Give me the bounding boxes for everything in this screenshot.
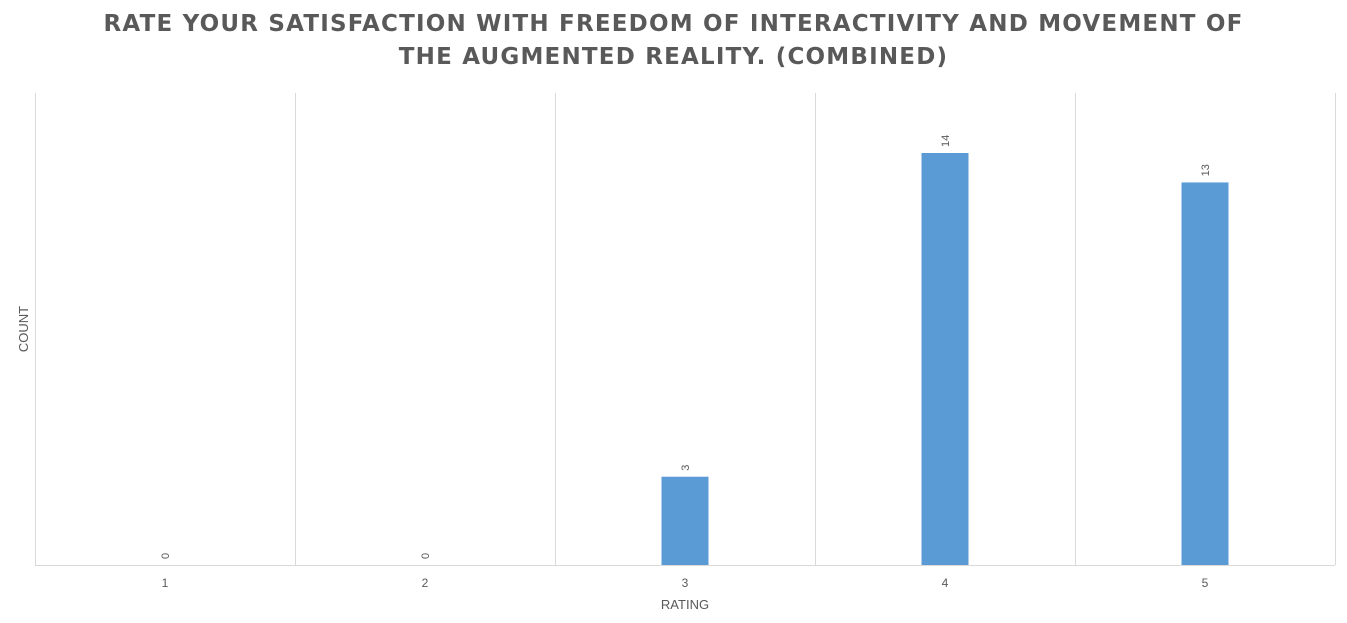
x-tick-label-3: 3 [682,576,689,590]
data-label-1: 0 [160,553,172,559]
data-label-4: 14 [940,135,952,147]
data-label-3: 3 [680,465,692,471]
y-axis-title: COUNT [16,306,31,352]
x-tick-labels: 1 2 3 4 5 [162,576,1209,590]
x-tick-label-5: 5 [1202,576,1209,590]
x-tick-label-2: 2 [422,576,429,590]
data-label-2: 0 [420,553,432,559]
x-axis-title: RATING [661,597,709,612]
x-tick-label-4: 4 [942,576,949,590]
bars [661,153,1229,565]
bar-4 [921,153,969,565]
x-tick-label-1: 1 [162,576,169,590]
bar-3 [661,476,709,565]
gridlines [35,93,1336,566]
chart-title-line-1: RATE YOUR SATISFACTION WITH FREEDOM OF I… [103,11,1244,37]
data-label-5: 13 [1200,164,1212,176]
chart-title: RATE YOUR SATISFACTION WITH FREEDOM OF I… [0,8,1347,74]
chart-title-line-2: THE AUGMENTED REALITY. (COMBINED) [398,44,949,70]
data-labels: 0 0 3 14 13 [160,135,1212,559]
bar-5 [1181,182,1229,565]
